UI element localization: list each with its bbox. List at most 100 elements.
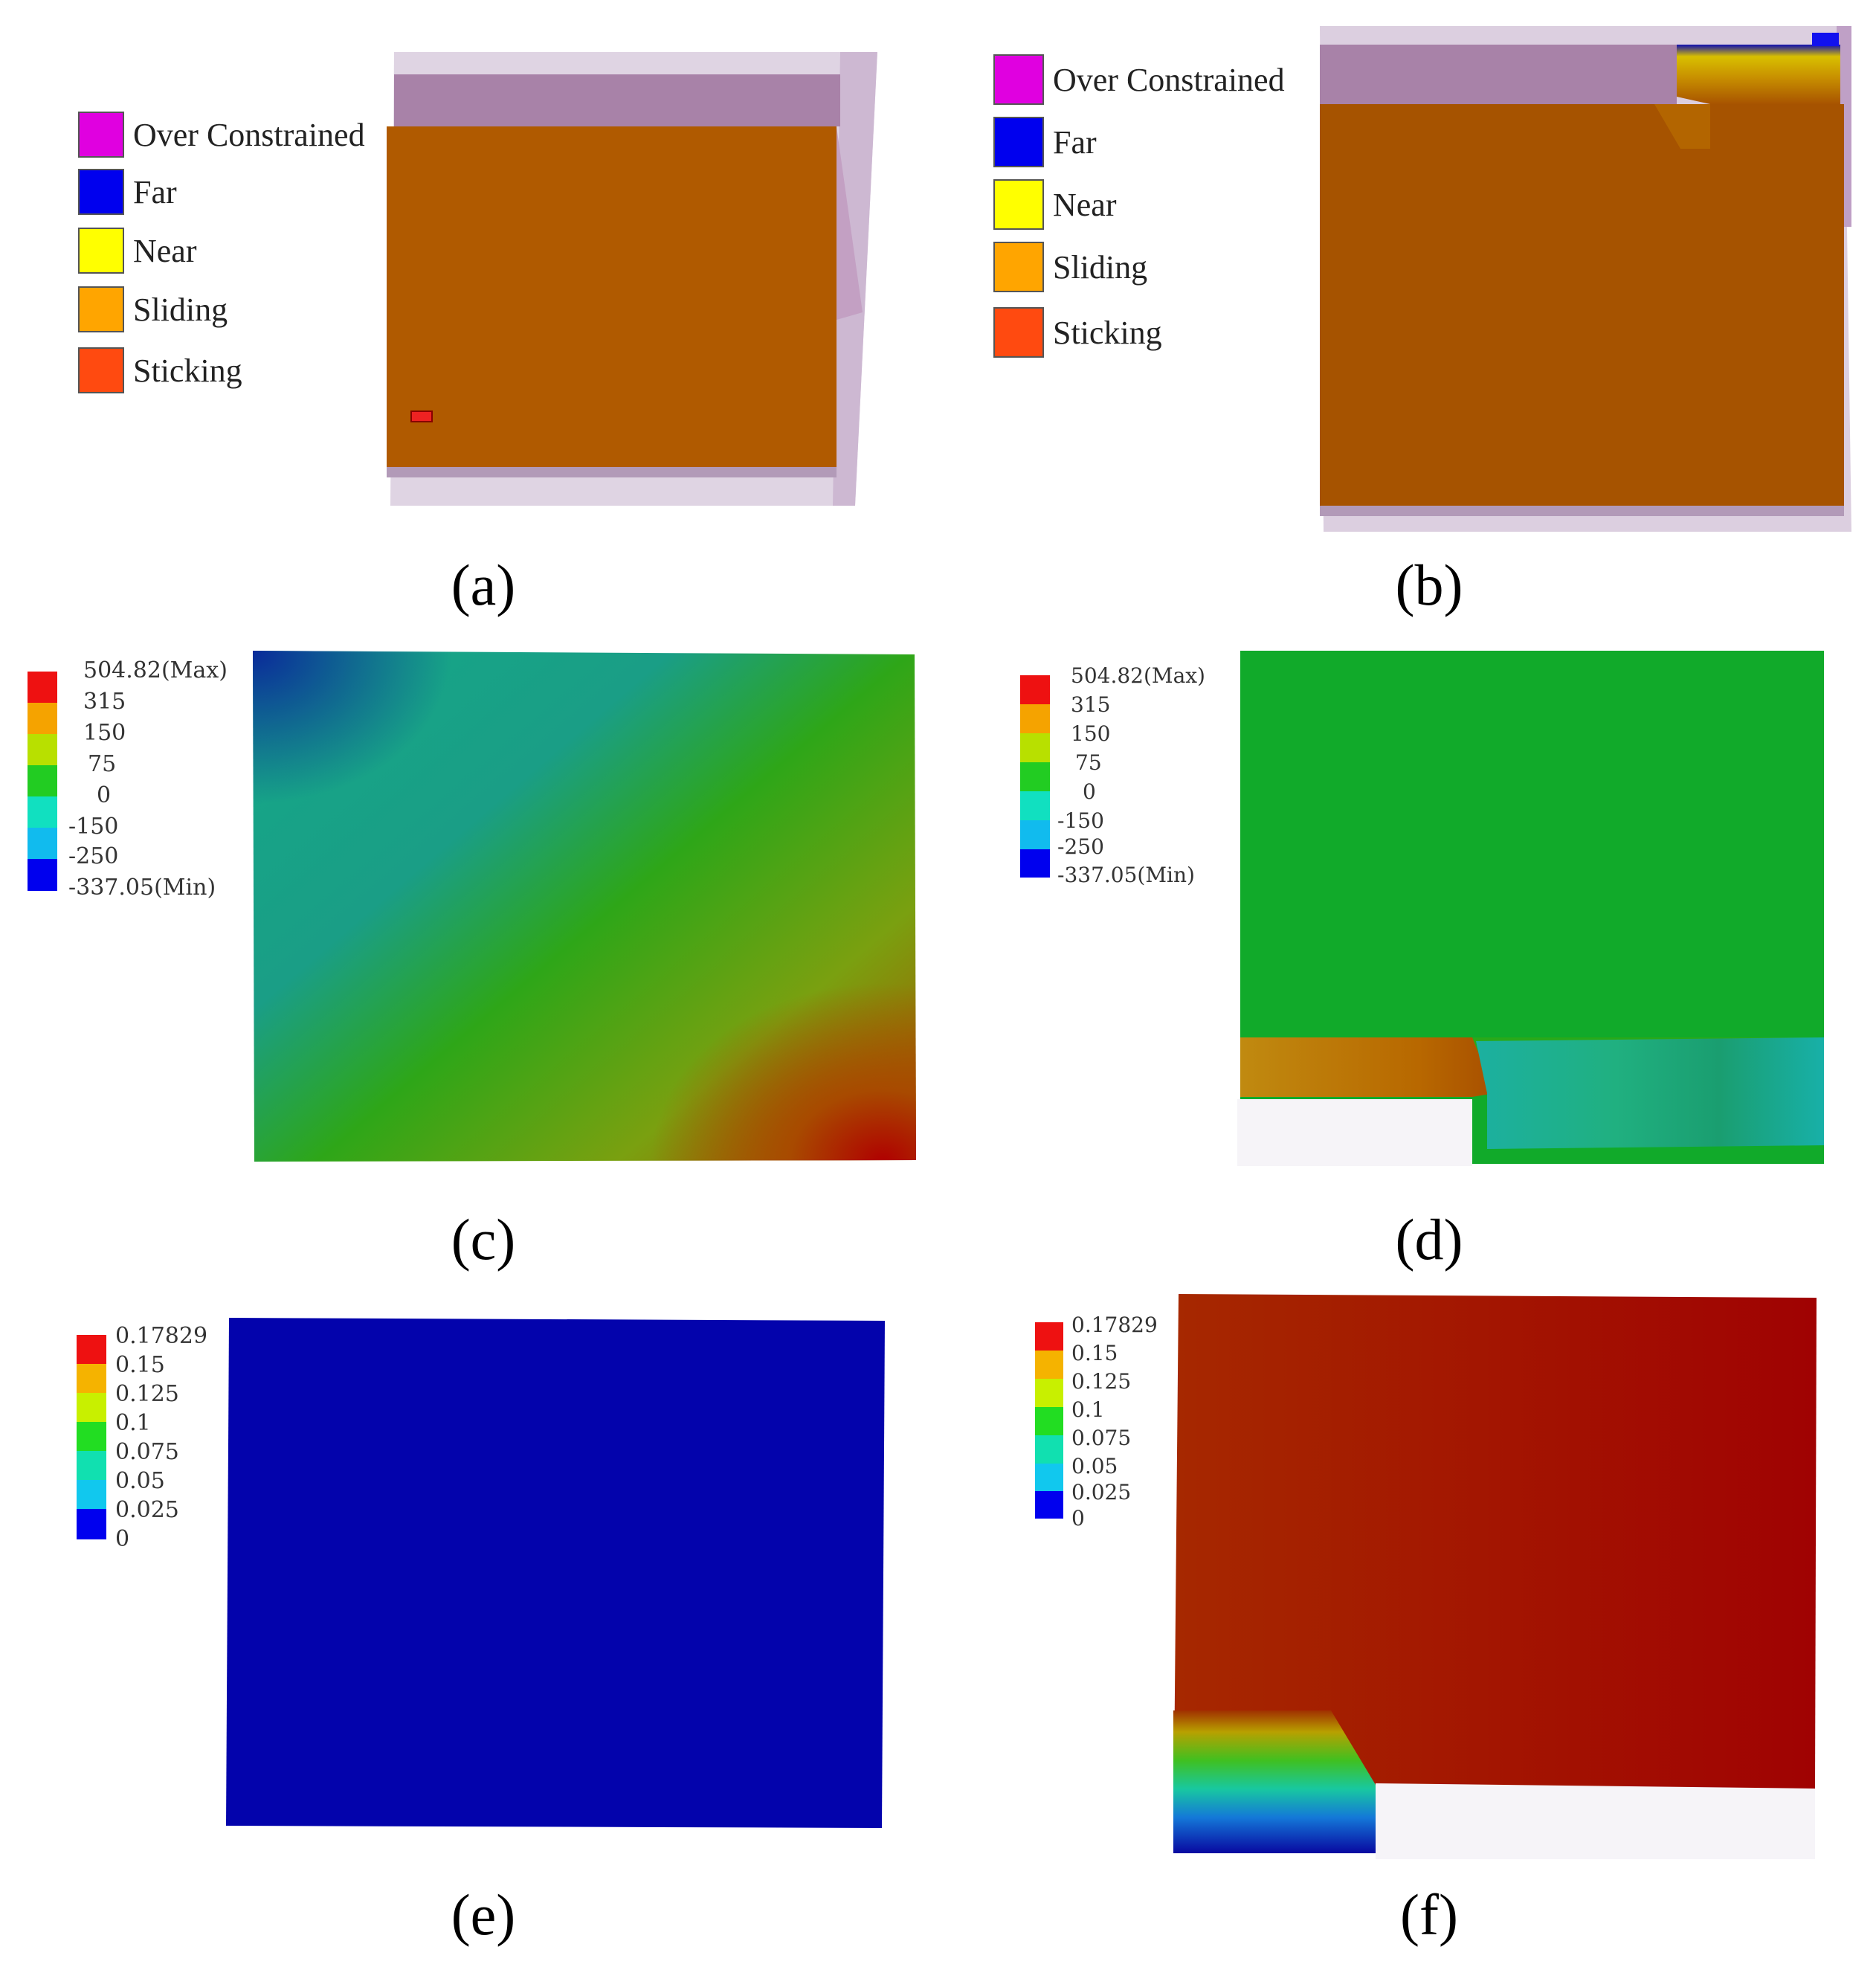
colorbar-tick: -250 bbox=[1057, 834, 1104, 859]
legend-swatch bbox=[993, 242, 1044, 292]
stress-high-band bbox=[1240, 1037, 1495, 1097]
panel-label-f: (f) bbox=[1400, 1882, 1458, 1947]
legend-swatch bbox=[993, 117, 1044, 167]
colorbar-cell bbox=[28, 859, 57, 891]
sliding-region bbox=[387, 126, 837, 467]
colorbar-cell bbox=[1035, 1491, 1063, 1519]
colorbar-tick: 0.15 bbox=[115, 1352, 165, 1378]
colorbar-tick: 0.05 bbox=[1071, 1454, 1118, 1478]
legend-label: Sliding bbox=[1053, 248, 1148, 286]
panel-label-d: (d) bbox=[1395, 1207, 1463, 1272]
colorbar-cell bbox=[1035, 1351, 1063, 1379]
colorbar-cell bbox=[1035, 1407, 1063, 1435]
gap-field bbox=[226, 1318, 885, 1828]
legend-swatch bbox=[78, 228, 124, 274]
colorbar-tick: 315 bbox=[1071, 692, 1111, 717]
colorbar-cell bbox=[28, 828, 57, 859]
legend-label: Over Constrained bbox=[133, 116, 365, 153]
colorbar-cell bbox=[1020, 733, 1050, 762]
legend-swatch bbox=[78, 112, 124, 158]
colorbar-cell bbox=[1035, 1322, 1063, 1351]
gap-field bbox=[1173, 1294, 1817, 1852]
colorbar-cell bbox=[1035, 1464, 1063, 1491]
colorbar-cell bbox=[1020, 791, 1050, 820]
colorbar-tick: 75 bbox=[1075, 750, 1102, 775]
legend-item-far: Far bbox=[993, 117, 1097, 167]
transition-wedge bbox=[1654, 104, 1710, 149]
colorbar-tick: 0.075 bbox=[115, 1439, 179, 1465]
stress-colorbar-d bbox=[1020, 675, 1050, 878]
colorbar-cell bbox=[28, 672, 57, 703]
legend-label: Over Constrained bbox=[1053, 61, 1285, 98]
legend-label: Sliding bbox=[133, 291, 228, 328]
colorbar-tick: 0.05 bbox=[115, 1468, 165, 1494]
legend-label: Far bbox=[1053, 123, 1097, 161]
stress-low-zone bbox=[253, 651, 916, 1162]
colorbar-tick: -150 bbox=[68, 814, 119, 840]
legend-item-sticking: Sticking bbox=[993, 307, 1162, 358]
near-corner bbox=[1677, 45, 1840, 104]
colorbar-tick: 504.82(Max) bbox=[1071, 663, 1205, 688]
colorbar-tick: 0.025 bbox=[1071, 1480, 1132, 1504]
colorbar-cell bbox=[28, 703, 57, 734]
colorbar-cell bbox=[1020, 762, 1050, 791]
colorbar-tick: 0 bbox=[97, 782, 112, 808]
colorbar-cell bbox=[77, 1364, 106, 1393]
panel-label-b: (b) bbox=[1395, 553, 1463, 617]
colorbar-cell bbox=[1020, 704, 1050, 733]
colorbar-tick: -337.05(Min) bbox=[68, 875, 216, 901]
stress-colorbar-c bbox=[28, 672, 61, 891]
panel-label-a: (a) bbox=[451, 553, 516, 617]
colorbar-tick: 0.125 bbox=[1071, 1369, 1132, 1394]
colorbar-cell bbox=[77, 1480, 106, 1509]
colorbar-tick: 150 bbox=[83, 720, 126, 746]
panel-label-e: (e) bbox=[451, 1882, 516, 1947]
legend-item-sliding: Sliding bbox=[78, 286, 228, 332]
top-band bbox=[1320, 45, 1677, 104]
legend-label: Sticking bbox=[1053, 314, 1162, 351]
colorbar-tick: -337.05(Min) bbox=[1057, 863, 1195, 887]
legend-item-sliding: Sliding bbox=[993, 242, 1147, 292]
colorbar-cell bbox=[1020, 675, 1050, 704]
legend-swatch bbox=[993, 179, 1044, 230]
colorbar-tick: 0 bbox=[1071, 1506, 1085, 1530]
colorbar-tick: 0.125 bbox=[115, 1381, 179, 1407]
colorbar-tick: 0 bbox=[115, 1526, 130, 1552]
colorbar-tick: -250 bbox=[68, 843, 119, 869]
colorbar-cell bbox=[1020, 820, 1050, 849]
colorbar-tick: 0.025 bbox=[115, 1497, 179, 1523]
legend-swatch bbox=[993, 54, 1044, 105]
legend-swatch bbox=[78, 169, 124, 215]
colorbar-cell bbox=[1035, 1379, 1063, 1407]
gap-gradient-corner bbox=[1173, 1710, 1376, 1853]
sliding-region bbox=[1320, 104, 1844, 506]
gap-colorbar-f bbox=[1035, 1322, 1063, 1519]
colorbar-tick: 504.82(Max) bbox=[83, 657, 228, 683]
colorbar-cell bbox=[1035, 1435, 1063, 1464]
legend-swatch bbox=[993, 307, 1044, 358]
legend-label: Near bbox=[1053, 186, 1117, 223]
bottom-band bbox=[387, 467, 837, 477]
colorbar-cell bbox=[77, 1393, 106, 1422]
notch-cutout bbox=[1376, 1783, 1815, 1859]
colorbar-cell bbox=[28, 734, 57, 765]
colorbar-tick: 150 bbox=[1071, 721, 1111, 746]
sticking-marker-a bbox=[410, 411, 433, 422]
gap-colorbar-e bbox=[77, 1335, 106, 1539]
colorbar-cell bbox=[77, 1509, 106, 1539]
legend-item-near: Near bbox=[78, 228, 197, 274]
stress-low-band bbox=[1476, 1037, 1824, 1149]
colorbar-tick: 0.17829 bbox=[1071, 1313, 1158, 1337]
legend-label: Sticking bbox=[133, 352, 242, 389]
colorbar-tick: 75 bbox=[88, 751, 117, 777]
colorbar-cell bbox=[1020, 849, 1050, 878]
colorbar-cell bbox=[28, 765, 57, 796]
colorbar-tick: 0.15 bbox=[1071, 1341, 1118, 1365]
legend-item-far: Far bbox=[78, 169, 177, 215]
colorbar-cell bbox=[77, 1335, 106, 1364]
legend-item-over-constrained: Over Constrained bbox=[993, 54, 1285, 105]
